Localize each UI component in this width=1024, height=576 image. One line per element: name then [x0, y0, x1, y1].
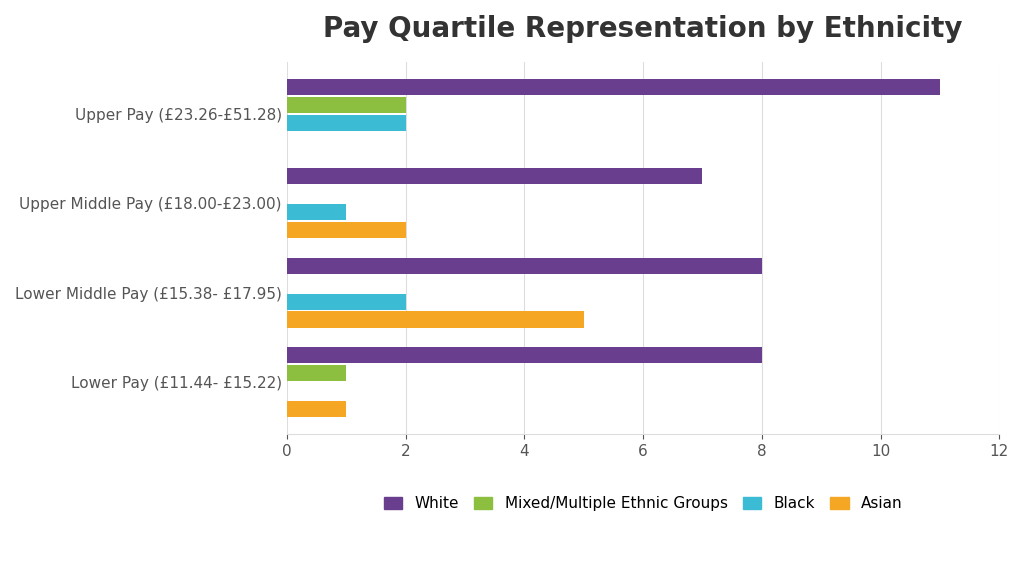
Bar — [287, 312, 584, 328]
Bar — [287, 79, 940, 95]
Bar — [287, 222, 406, 238]
Bar — [287, 347, 762, 363]
Bar — [287, 168, 702, 184]
Bar — [287, 97, 406, 113]
Bar — [287, 115, 406, 131]
Legend: White, Mixed/Multiple Ethnic Groups, Black, Asian: White, Mixed/Multiple Ethnic Groups, Bla… — [378, 490, 908, 517]
Bar — [287, 204, 346, 220]
Bar — [287, 294, 406, 310]
Title: Pay Quartile Representation by Ethnicity: Pay Quartile Representation by Ethnicity — [324, 15, 963, 43]
Bar — [287, 401, 346, 417]
Bar — [287, 258, 762, 274]
Bar — [287, 365, 346, 381]
